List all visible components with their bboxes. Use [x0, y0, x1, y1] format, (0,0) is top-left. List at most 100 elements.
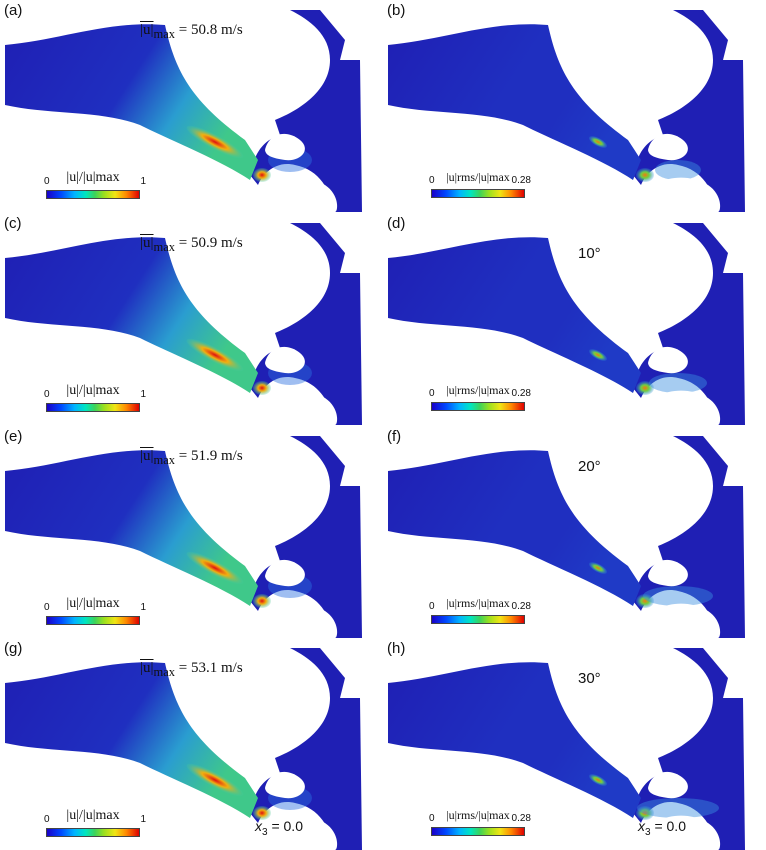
- tract-region: [5, 237, 258, 393]
- panel-label: (e): [4, 428, 23, 445]
- max-velocity-title: |u|max = 53.1 m/s: [140, 660, 243, 679]
- max-velocity-title: |u|max = 50.8 m/s: [140, 22, 243, 41]
- lip-hotspot: [253, 168, 271, 182]
- colorbar-max: 0.28: [511, 601, 531, 612]
- colorbar-title: |u|rms/|u|max: [446, 170, 510, 184]
- colorbar-max: 0.28: [511, 813, 531, 824]
- colorbar: |u|rms/|u|max 0 0.28: [429, 808, 531, 836]
- panel-label: (f): [387, 428, 402, 445]
- colorbar-max: 1: [140, 602, 146, 613]
- panel-label: (a): [4, 2, 23, 19]
- panel-c: (c) |u|max = 50.9 m/s |u|/|u|max 0 1: [0, 213, 383, 425]
- upper-lip-wall: [648, 559, 688, 587]
- colorbar-title: |u|rms/|u|max: [446, 383, 510, 397]
- flow-field: [5, 648, 362, 850]
- panel-e: (e) |u|max = 51.9 m/s |u|/|u|max 0 1: [0, 426, 383, 638]
- tract-region: [5, 24, 258, 180]
- colorbar-title: |u|/|u|max: [66, 808, 120, 823]
- tract-region: [388, 237, 641, 393]
- jet-core: [588, 774, 608, 786]
- lip-hotspot: [253, 381, 271, 395]
- flow-field: [5, 436, 362, 638]
- chamber-region: [633, 223, 745, 425]
- upper-lip-wall: [265, 559, 305, 587]
- colorbar-min: 0: [44, 602, 50, 613]
- upper-lip-wall: [265, 133, 305, 161]
- panel-g: (g) |u|max = 53.1 m/s |u|/|u|max 0 1 x3 …: [0, 638, 383, 850]
- tract-region: [388, 662, 641, 818]
- turbulent-plume: [655, 160, 701, 180]
- jet-core: [588, 349, 608, 361]
- colorbar-max: 1: [140, 389, 146, 400]
- jet-core: [186, 551, 244, 585]
- angle-label: 10°: [578, 245, 601, 262]
- colorbar-max: 1: [140, 176, 146, 187]
- flow-field: [388, 223, 745, 425]
- colorbar-min: 0: [429, 601, 435, 612]
- panel-f: (f) 20° |u|rms/|u|max 0 0.28: [383, 426, 766, 638]
- lip-hotspot: [253, 594, 271, 608]
- lip-hotspot: [636, 381, 654, 395]
- colorbar-max: 0.28: [511, 175, 531, 186]
- panel-label: (c): [4, 215, 22, 232]
- x3-label: x3 = 0.0: [255, 818, 303, 838]
- colorbar-gradient: [431, 615, 525, 624]
- chamber-region: [633, 10, 745, 212]
- colorbar: |u|/|u|max 0 1: [44, 808, 146, 837]
- jet-core: [588, 136, 608, 148]
- chamber-region: [250, 648, 362, 850]
- colorbar-min: 0: [44, 176, 50, 187]
- upper-lip-wall: [265, 771, 305, 799]
- upper-lip-wall: [648, 771, 688, 799]
- colorbar-min: 0: [44, 814, 50, 825]
- max-velocity-title: |u|max = 50.9 m/s: [140, 235, 243, 254]
- colorbar-gradient: [46, 616, 140, 625]
- turbulent-plume: [643, 586, 713, 606]
- angle-label: 20°: [578, 458, 601, 475]
- flow-field: [388, 436, 745, 638]
- colorbar-gradient: [46, 403, 140, 412]
- flow-field: [388, 10, 745, 212]
- colorbar-min: 0: [429, 813, 435, 824]
- lower-lip-wall: [258, 177, 338, 212]
- lower-lip-wall: [641, 603, 721, 638]
- colorbar-gradient: [431, 827, 525, 836]
- chamber-region: [250, 436, 362, 638]
- jet-core: [588, 562, 608, 574]
- lip-hotspot: [636, 168, 654, 182]
- colorbar: |u|/|u|max 0 1: [44, 170, 146, 199]
- colorbar: |u|rms/|u|max 0 0.28: [429, 596, 531, 624]
- chamber-region: [633, 648, 745, 850]
- tract-region: [5, 662, 258, 818]
- colorbar-title: |u|/|u|max: [66, 383, 120, 398]
- colorbar-title: |u|rms/|u|max: [446, 808, 510, 822]
- flow-field: [5, 223, 362, 425]
- lower-lip-wall: [641, 390, 721, 425]
- turbulent-plume: [637, 798, 719, 818]
- panel-label: (h): [387, 640, 406, 657]
- chamber-region: [250, 10, 362, 212]
- turbulent-plume: [649, 373, 707, 393]
- panel-label: (b): [387, 2, 406, 19]
- tract-region: [388, 24, 641, 180]
- lip-hotspot: [253, 806, 271, 820]
- upper-lip-wall: [648, 133, 688, 161]
- lip-hotspot: [636, 806, 654, 820]
- flow-field: [5, 10, 362, 212]
- colorbar-title: |u|/|u|max: [66, 596, 120, 611]
- colorbar: |u|rms/|u|max 0 0.28: [429, 383, 531, 411]
- lower-lip-wall: [258, 815, 338, 850]
- colorbar-gradient: [46, 828, 140, 837]
- panel-label: (d): [387, 215, 406, 232]
- upper-lip-wall: [648, 346, 688, 374]
- colorbar-title: |u|/|u|max: [66, 170, 120, 185]
- colorbar-min: 0: [429, 175, 435, 186]
- colorbar-gradient: [46, 190, 140, 199]
- tract-region: [5, 450, 258, 606]
- colorbar-min: 0: [429, 388, 435, 399]
- max-velocity-title: |u|max = 51.9 m/s: [140, 448, 243, 467]
- colorbar: |u|/|u|max 0 1: [44, 383, 146, 412]
- colorbar-title: |u|rms/|u|max: [446, 596, 510, 610]
- angle-label: 30°: [578, 670, 601, 687]
- colorbar: |u|/|u|max 0 1: [44, 596, 146, 625]
